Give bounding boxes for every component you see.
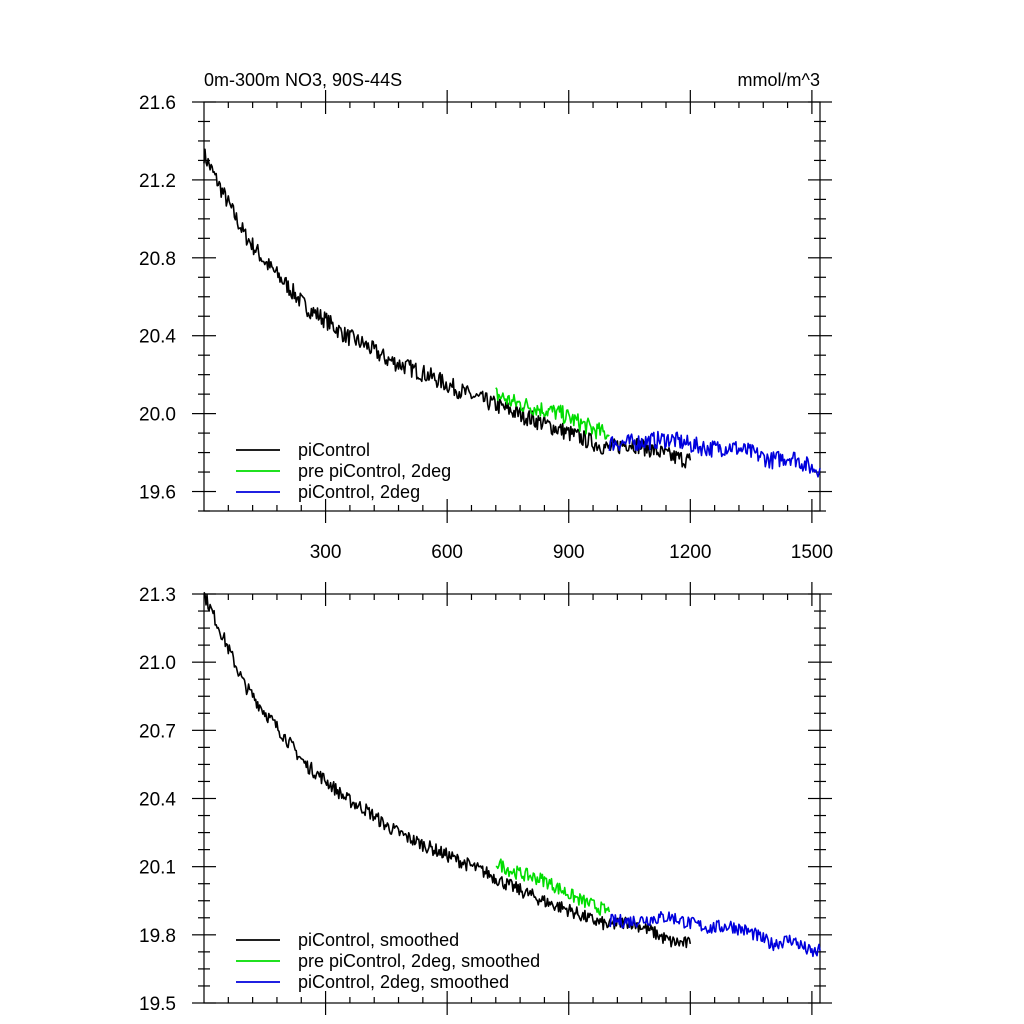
top-panel: 0m-300m NO3, 90S-44S mmol/m^3 19.6 20.0 20… xyxy=(139,70,833,563)
legend-label: pre piControl, 2deg xyxy=(298,461,451,481)
y-tick-label: 21.6 xyxy=(139,93,176,114)
legend-label: pre piControl, 2deg, smoothed xyxy=(298,951,540,971)
series-line-0 xyxy=(203,591,692,949)
x-tick-label: 1200 xyxy=(669,542,711,563)
y-tick-label: 20.8 xyxy=(139,249,176,270)
y-tick-labels: 19.6 20.0 20.4 20.8 21.2 21.6 xyxy=(139,93,176,504)
plot-frame xyxy=(203,593,821,1004)
x-tick-label: 1500 xyxy=(791,542,833,563)
x-tick-label: 900 xyxy=(553,542,585,563)
panel-title: 0m-300m NO3, 90S-44S xyxy=(204,70,402,90)
series-line-1 xyxy=(495,858,611,916)
legend-label: piControl, 2deg xyxy=(298,482,420,502)
y-tick-label: 21.2 xyxy=(139,171,176,192)
y-tick-label: 19.6 xyxy=(139,483,176,504)
legend-label: piControl xyxy=(298,440,370,460)
y-tick-label: 20.4 xyxy=(139,790,176,811)
bottom-panel: 19.5 19.8 20.1 20.4 20.7 21.0 21.3 piControl, … xyxy=(139,582,832,1015)
x-tick-labels: 300 600 900 1200 1500 xyxy=(310,542,833,563)
y-tick-label: 21.0 xyxy=(139,653,176,674)
y-tick-label: 20.0 xyxy=(139,405,176,426)
plot-frame xyxy=(203,101,821,512)
y-tick-label: 20.7 xyxy=(139,721,176,742)
y-tick-labels: 19.5 19.8 20.1 20.4 20.7 21.0 21.3 xyxy=(139,585,176,1015)
y-tick-label: 19.5 xyxy=(139,994,176,1015)
legend-label: piControl, 2deg, smoothed xyxy=(298,972,509,992)
series-lines xyxy=(203,591,821,958)
axis-ticks xyxy=(192,90,832,523)
y-tick-label: 21.3 xyxy=(139,585,176,606)
series-line-2 xyxy=(608,910,821,958)
x-tick-label: 300 xyxy=(310,542,342,563)
y-tick-label: 20.1 xyxy=(139,858,176,879)
axis-ticks xyxy=(192,582,832,1015)
series-line-0 xyxy=(203,148,692,469)
x-tick-label: 600 xyxy=(431,542,463,563)
units-label: mmol/m^3 xyxy=(738,70,820,90)
legend-label: piControl, smoothed xyxy=(298,930,459,950)
y-tick-label: 20.4 xyxy=(139,327,176,348)
series-line-2 xyxy=(608,430,821,478)
y-tick-label: 19.8 xyxy=(139,926,176,947)
series-line-1 xyxy=(495,387,610,440)
series-lines xyxy=(203,148,821,478)
